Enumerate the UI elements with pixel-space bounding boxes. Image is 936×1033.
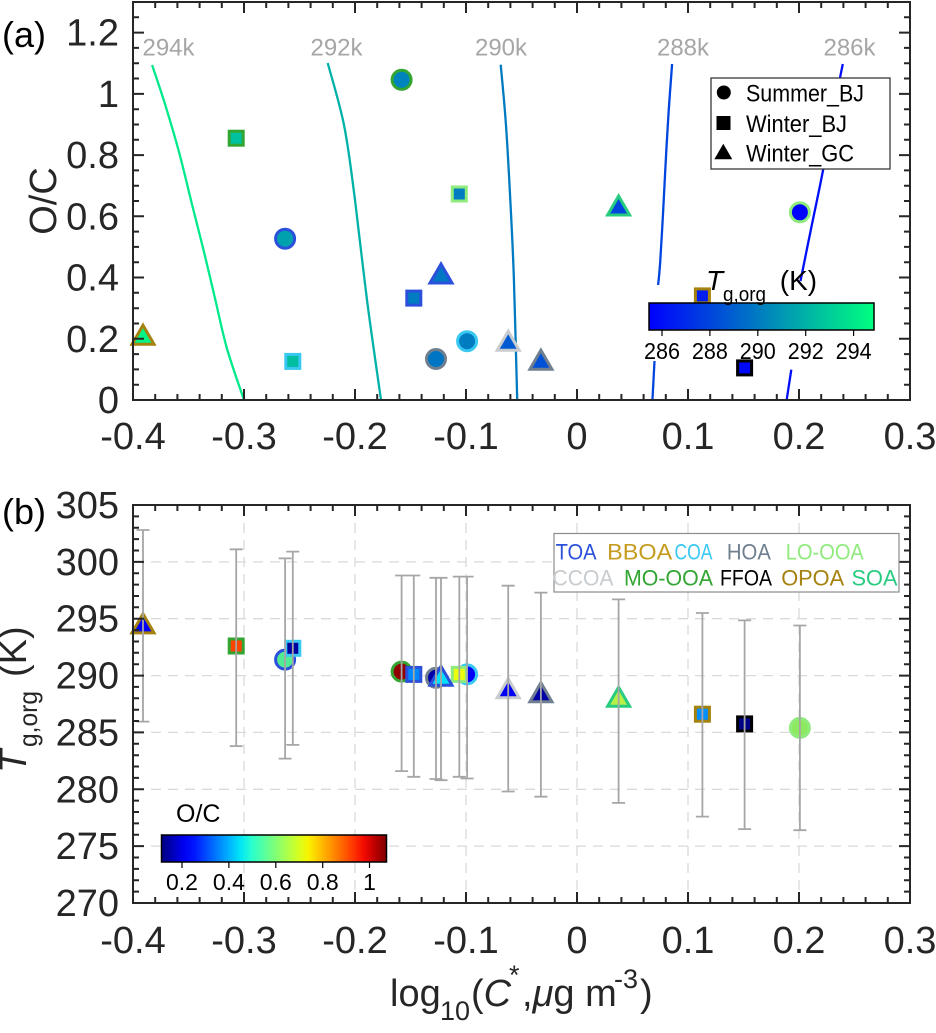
svg-text:): )	[640, 973, 653, 1015]
svg-text:294k: 294k	[142, 35, 195, 62]
svg-text:OPOA: OPOA	[781, 566, 844, 591]
svg-text:0.8: 0.8	[66, 135, 119, 177]
svg-text:0.4: 0.4	[213, 869, 245, 895]
svg-text:-0.2: -0.2	[322, 416, 387, 458]
svg-text:CCOA: CCOA	[553, 566, 614, 591]
svg-text:0.1: 0.1	[662, 920, 715, 962]
svg-text:0: 0	[566, 416, 587, 458]
svg-text:290: 290	[56, 656, 119, 698]
svg-text:288: 288	[692, 338, 728, 364]
svg-text:292k: 292k	[310, 35, 363, 62]
svg-text:0.3: 0.3	[884, 416, 936, 458]
svg-text:280: 280	[56, 769, 119, 811]
svg-text:O/C: O/C	[23, 167, 65, 235]
svg-text:T: T	[0, 747, 35, 773]
svg-text:0: 0	[98, 380, 119, 422]
svg-text:-0.4: -0.4	[100, 920, 165, 962]
svg-text:-0.3: -0.3	[211, 416, 276, 458]
svg-text:0.2: 0.2	[166, 869, 198, 895]
svg-text:294: 294	[836, 338, 872, 364]
svg-text:286: 286	[644, 338, 680, 364]
svg-text:0.2: 0.2	[773, 920, 826, 962]
svg-text:270: 270	[56, 883, 119, 925]
svg-text:(b): (b)	[2, 491, 46, 532]
svg-text:O/C: O/C	[176, 800, 220, 828]
svg-text:(K): (K)	[772, 265, 817, 296]
svg-text:292: 292	[788, 338, 824, 364]
svg-text:-3: -3	[614, 964, 638, 994]
svg-text:-0.4: -0.4	[100, 416, 165, 458]
svg-text:286k: 286k	[823, 35, 876, 62]
svg-text:-0.1: -0.1	[433, 920, 498, 962]
svg-text:TOA: TOA	[556, 540, 597, 565]
svg-text:BBOA: BBOA	[607, 540, 672, 565]
svg-text:,μg m: ,μg m	[522, 973, 617, 1015]
svg-text:0.4: 0.4	[66, 258, 119, 300]
svg-text:0.6: 0.6	[260, 869, 292, 895]
svg-text:(C: (C	[471, 973, 512, 1015]
svg-text:0: 0	[566, 920, 587, 962]
svg-text:COA: COA	[675, 540, 713, 565]
svg-text:*: *	[509, 960, 520, 990]
svg-text:(K): (K)	[0, 626, 35, 677]
svg-text:-0.3: -0.3	[211, 920, 276, 962]
svg-text:Winter_BJ: Winter_BJ	[746, 111, 847, 138]
svg-text:(a): (a)	[2, 14, 46, 55]
svg-text:295: 295	[56, 599, 119, 641]
svg-text:T: T	[706, 265, 725, 296]
svg-text:Summer_BJ: Summer_BJ	[746, 81, 864, 108]
svg-text:SOA: SOA	[852, 566, 898, 591]
svg-text:0.2: 0.2	[773, 416, 826, 458]
svg-text:0.2: 0.2	[66, 319, 119, 361]
svg-text:290k: 290k	[475, 35, 528, 62]
svg-text:0.1: 0.1	[662, 416, 715, 458]
svg-text:0.3: 0.3	[884, 920, 936, 962]
svg-text:1.2: 1.2	[66, 13, 119, 55]
svg-text:-0.2: -0.2	[322, 920, 387, 962]
svg-text:290: 290	[740, 338, 776, 364]
svg-text:FFOA: FFOA	[720, 566, 772, 591]
svg-text:LO-OOA: LO-OOA	[786, 540, 864, 565]
svg-text:305: 305	[56, 485, 119, 527]
svg-text:300: 300	[56, 542, 119, 584]
svg-text:g,org: g,org	[13, 691, 43, 747]
svg-text:HOA: HOA	[727, 540, 771, 565]
svg-text:g,org: g,org	[723, 284, 766, 306]
svg-text:275: 275	[56, 826, 119, 868]
svg-text:285: 285	[56, 712, 119, 754]
svg-text:0.6: 0.6	[66, 196, 119, 238]
svg-text:log: log	[390, 973, 441, 1015]
svg-text:-0.1: -0.1	[433, 416, 498, 458]
svg-text:1: 1	[363, 869, 376, 895]
svg-text:1: 1	[98, 74, 119, 116]
svg-text:0.8: 0.8	[307, 869, 339, 895]
svg-text:MO-OOA: MO-OOA	[624, 566, 713, 591]
svg-text:Winter_GC: Winter_GC	[746, 141, 854, 168]
svg-text:10: 10	[440, 996, 470, 1026]
svg-text:288k: 288k	[657, 35, 710, 62]
